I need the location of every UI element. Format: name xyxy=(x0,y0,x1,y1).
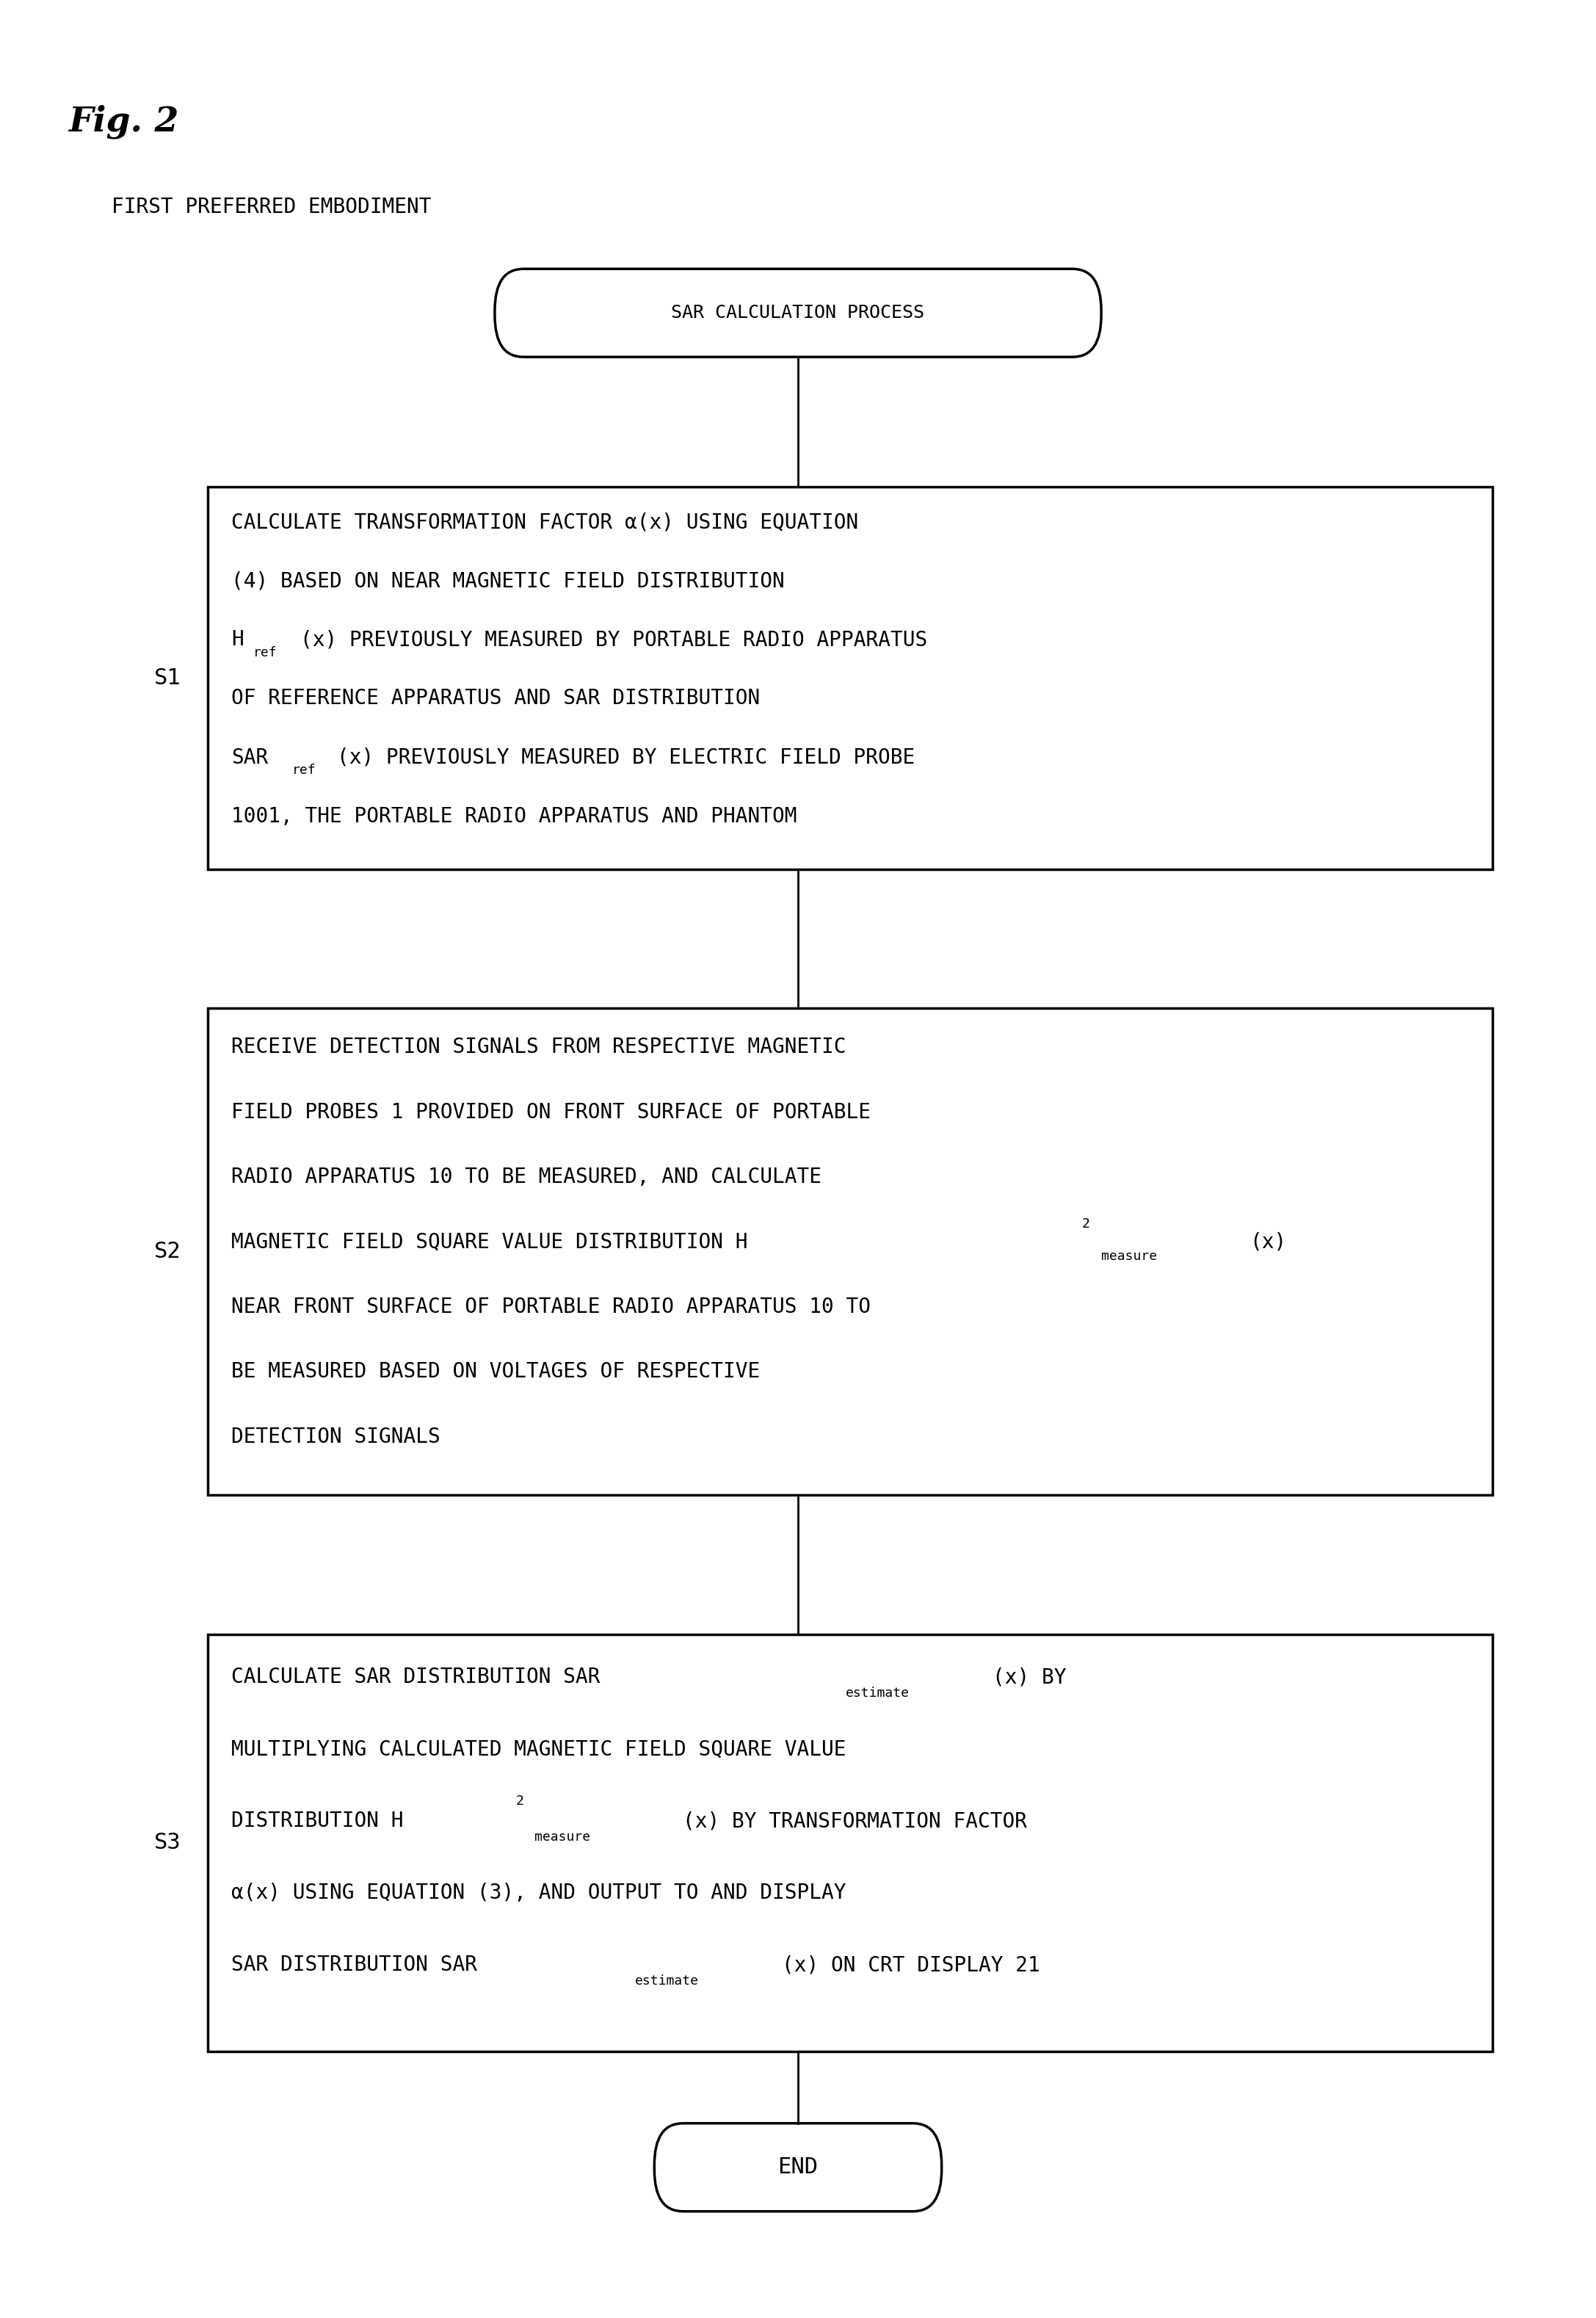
Text: SAR: SAR xyxy=(231,746,268,767)
Text: DETECTION SIGNALS: DETECTION SIGNALS xyxy=(231,1426,440,1446)
Text: FIELD PROBES 1 PROVIDED ON FRONT SURFACE OF PORTABLE: FIELD PROBES 1 PROVIDED ON FRONT SURFACE… xyxy=(231,1101,871,1122)
Bar xyxy=(207,487,1492,869)
Text: FIRST PREFERRED EMBODIMENT: FIRST PREFERRED EMBODIMENT xyxy=(112,197,431,218)
Text: END: END xyxy=(777,2156,819,2179)
Text: Fig. 2: Fig. 2 xyxy=(69,104,179,139)
Bar xyxy=(207,1634,1492,2051)
Text: CALCULATE SAR DISTRIBUTION SAR: CALCULATE SAR DISTRIBUTION SAR xyxy=(231,1667,600,1688)
Text: 2: 2 xyxy=(516,1794,523,1808)
Bar xyxy=(207,1008,1492,1495)
Text: estimate: estimate xyxy=(846,1688,910,1699)
Text: SAR CALCULATION PROCESS: SAR CALCULATION PROCESS xyxy=(672,304,924,322)
Text: H: H xyxy=(231,630,244,649)
FancyBboxPatch shape xyxy=(654,2123,942,2211)
Text: estimate: estimate xyxy=(635,1975,699,1987)
Text: (4) BASED ON NEAR MAGNETIC FIELD DISTRIBUTION: (4) BASED ON NEAR MAGNETIC FIELD DISTRIB… xyxy=(231,570,785,591)
Text: S2: S2 xyxy=(155,1240,180,1263)
Text: (x) ON CRT DISPLAY 21: (x) ON CRT DISPLAY 21 xyxy=(782,1954,1041,1975)
Text: MAGNETIC FIELD SQUARE VALUE DISTRIBUTION H: MAGNETIC FIELD SQUARE VALUE DISTRIBUTION… xyxy=(231,1231,749,1252)
Text: (x): (x) xyxy=(1250,1231,1286,1252)
Text: RECEIVE DETECTION SIGNALS FROM RESPECTIVE MAGNETIC: RECEIVE DETECTION SIGNALS FROM RESPECTIV… xyxy=(231,1036,846,1057)
Text: SAR DISTRIBUTION SAR: SAR DISTRIBUTION SAR xyxy=(231,1954,477,1975)
Text: DISTRIBUTION H: DISTRIBUTION H xyxy=(231,1810,404,1831)
Text: α(x) USING EQUATION (3), AND OUTPUT TO AND DISPLAY: α(x) USING EQUATION (3), AND OUTPUT TO A… xyxy=(231,1882,846,1903)
Text: BE MEASURED BASED ON VOLTAGES OF RESPECTIVE: BE MEASURED BASED ON VOLTAGES OF RESPECT… xyxy=(231,1361,760,1382)
FancyBboxPatch shape xyxy=(495,269,1101,357)
Text: RADIO APPARATUS 10 TO BE MEASURED, AND CALCULATE: RADIO APPARATUS 10 TO BE MEASURED, AND C… xyxy=(231,1166,822,1187)
Text: S3: S3 xyxy=(155,1831,180,1854)
Text: (x) BY: (x) BY xyxy=(993,1667,1066,1688)
Text: measure: measure xyxy=(1101,1249,1157,1263)
Text: (x) BY TRANSFORMATION FACTOR: (x) BY TRANSFORMATION FACTOR xyxy=(683,1810,1028,1831)
Text: (x) PREVIOUSLY MEASURED BY ELECTRIC FIELD PROBE: (x) PREVIOUSLY MEASURED BY ELECTRIC FIEL… xyxy=(337,746,915,767)
Text: ref: ref xyxy=(292,765,316,777)
Text: S1: S1 xyxy=(155,668,180,688)
Text: MULTIPLYING CALCULATED MAGNETIC FIELD SQUARE VALUE: MULTIPLYING CALCULATED MAGNETIC FIELD SQ… xyxy=(231,1738,846,1759)
Text: 1001, THE PORTABLE RADIO APPARATUS AND PHANTOM: 1001, THE PORTABLE RADIO APPARATUS AND P… xyxy=(231,807,796,828)
Text: measure: measure xyxy=(535,1831,591,1843)
Text: NEAR FRONT SURFACE OF PORTABLE RADIO APPARATUS 10 TO: NEAR FRONT SURFACE OF PORTABLE RADIO APP… xyxy=(231,1296,871,1317)
Text: OF REFERENCE APPARATUS AND SAR DISTRIBUTION: OF REFERENCE APPARATUS AND SAR DISTRIBUT… xyxy=(231,688,760,709)
Text: CALCULATE TRANSFORMATION FACTOR α(x) USING EQUATION: CALCULATE TRANSFORMATION FACTOR α(x) USI… xyxy=(231,512,859,533)
Text: ref: ref xyxy=(252,647,278,658)
Text: (x) PREVIOUSLY MEASURED BY PORTABLE RADIO APPARATUS: (x) PREVIOUSLY MEASURED BY PORTABLE RADI… xyxy=(300,630,927,649)
Text: 2: 2 xyxy=(1082,1217,1090,1231)
